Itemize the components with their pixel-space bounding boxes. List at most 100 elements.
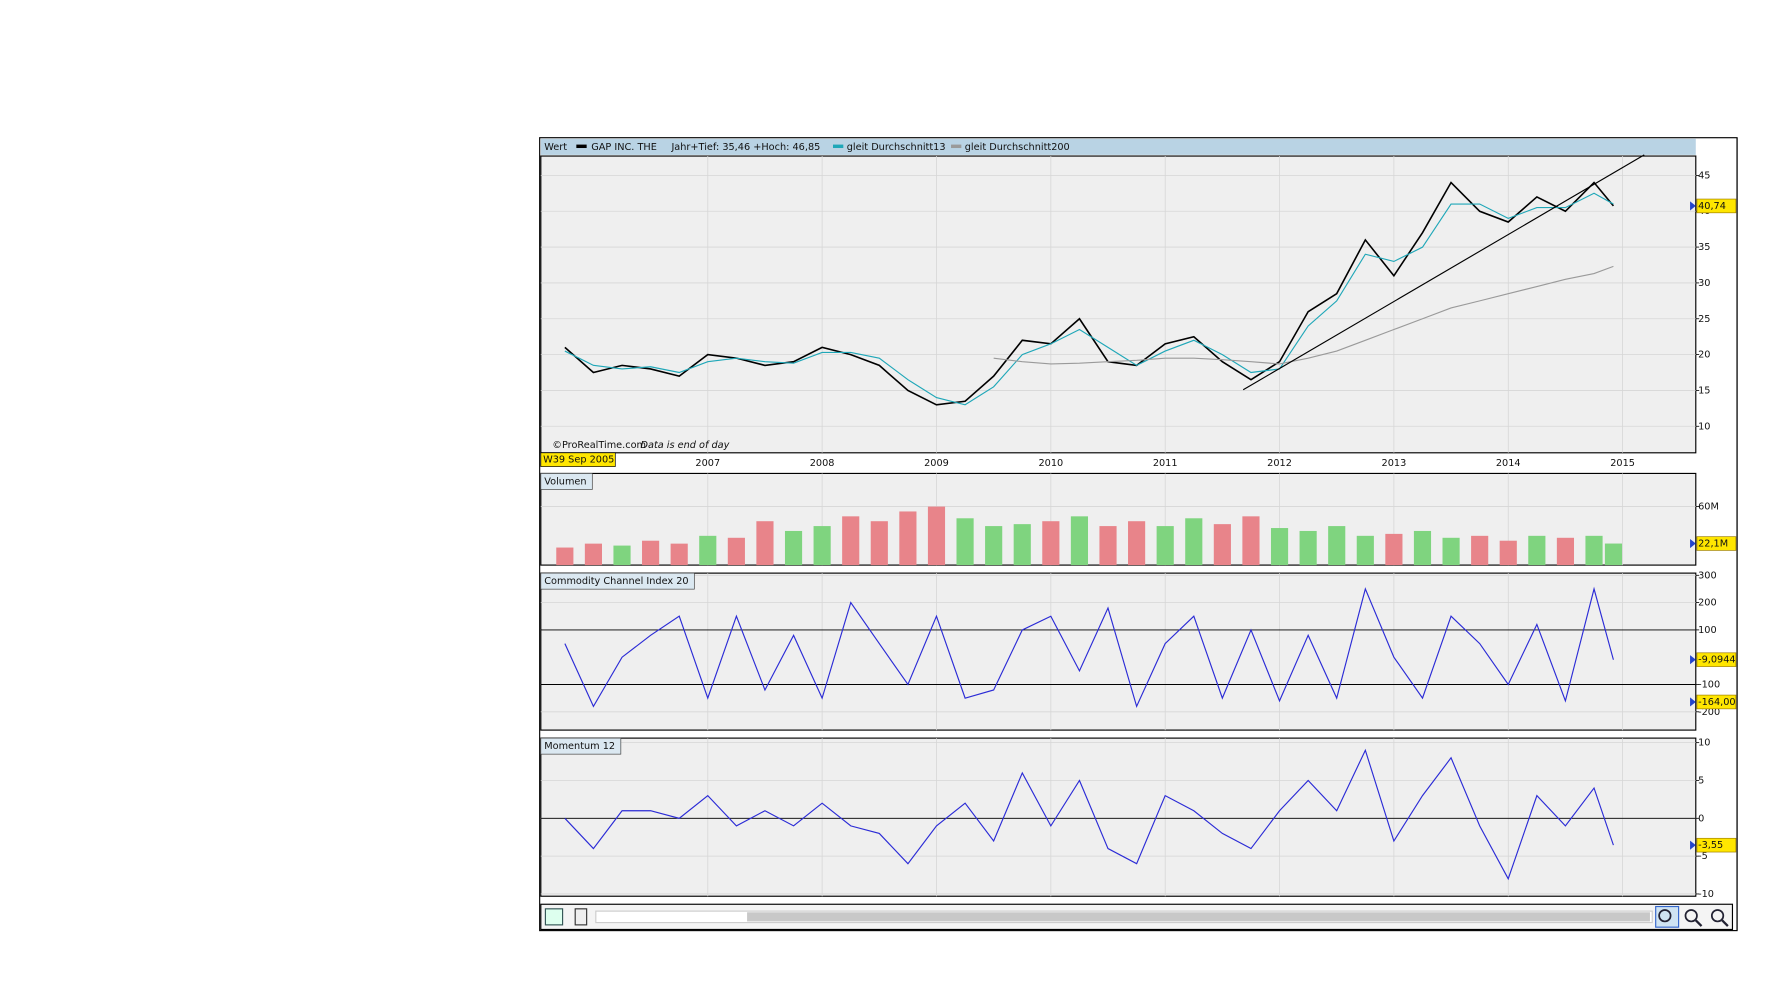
series-line — [564, 181, 1615, 406]
chart-icon[interactable] — [544, 908, 564, 926]
legend-swatch — [576, 144, 587, 149]
series-line — [564, 748, 1614, 881]
x-tick-label: 2009 — [924, 458, 949, 469]
legend-swatch — [833, 144, 844, 149]
y-tick-label: 10 — [1698, 738, 1710, 749]
x-tick-label: 2011 — [1153, 458, 1178, 469]
volume-bar — [1528, 535, 1546, 566]
zoom-in[interactable] — [1710, 909, 1725, 923]
x-tick-label: 2007 — [695, 458, 720, 469]
value-badge-label: 40,74 — [1698, 201, 1726, 212]
value-arrow — [1690, 697, 1696, 707]
y-tick-label: 25 — [1698, 314, 1710, 325]
volume-bar — [1185, 518, 1203, 566]
volume-bar — [1270, 528, 1289, 566]
volume-bar — [899, 511, 917, 566]
volume-bar — [1442, 537, 1460, 566]
volume-bar — [556, 547, 574, 566]
y-tick-label: 300 — [1698, 570, 1717, 581]
y-tick-label: 35 — [1698, 242, 1710, 253]
panel-label-box — [540, 473, 593, 490]
panel-label: Commodity Channel Index 20 — [544, 576, 688, 587]
date-badge — [540, 452, 616, 467]
x-tick-label: 2012 — [1267, 458, 1292, 469]
volume-bar — [1070, 516, 1089, 566]
series-line — [993, 265, 1614, 365]
volume-bar — [584, 543, 602, 566]
zoom-out[interactable] — [1684, 909, 1698, 923]
volume-bar — [1499, 540, 1517, 566]
value-arrow — [1690, 538, 1696, 549]
y-tick-label: 60M — [1698, 502, 1719, 513]
x-tick-label: 2014 — [1496, 458, 1521, 469]
volume-bar — [1099, 526, 1117, 566]
volume-bar — [813, 526, 831, 566]
volume-bar — [956, 518, 974, 566]
x-tick-label: 2013 — [1382, 458, 1407, 469]
volume-bar — [1156, 526, 1174, 566]
annotation: ©ProRealTime.com — [552, 440, 646, 451]
volume-bar — [1042, 521, 1060, 566]
x-tick-label: 2008 — [810, 458, 835, 469]
y-tick-label: 30 — [1698, 278, 1710, 289]
y-tick-label: -200 — [1698, 707, 1720, 718]
y-tick-label: 100 — [1698, 625, 1717, 636]
volume-bar — [784, 530, 803, 566]
plot-area — [540, 737, 1697, 897]
volume-bar — [1556, 537, 1575, 566]
volume-bar — [1328, 526, 1346, 566]
value-arrow — [1690, 840, 1696, 850]
y-tick-label: 0 — [1698, 813, 1704, 824]
value-badge — [1696, 694, 1737, 710]
volume-bar — [1604, 543, 1623, 566]
volume-bar — [1242, 516, 1260, 566]
volume-bar — [1385, 533, 1403, 566]
value-badge — [1696, 198, 1737, 214]
volume-bar — [842, 516, 860, 566]
x-tick-label: 2010 — [1038, 458, 1063, 469]
volume-bar — [670, 543, 688, 566]
plot-area — [540, 572, 1697, 731]
series-line — [564, 586, 1614, 709]
annotation: Data is end of day — [641, 440, 730, 451]
volume-bar — [1471, 535, 1489, 566]
y-tick-label: 15 — [1698, 385, 1710, 396]
legend-entry: GAP INC. THE — [591, 142, 657, 153]
volume-bar — [613, 545, 631, 566]
legend-note: Jahr+Tief: 35,46 +Hoch: 46,85 — [670, 142, 820, 153]
volume-bar — [727, 537, 745, 566]
series-line — [564, 192, 1614, 406]
legend-swatch — [951, 144, 962, 149]
value-badge-label: 22,1M — [1698, 539, 1728, 550]
volume-bar — [985, 526, 1003, 566]
legend-label: Wert — [544, 142, 567, 153]
volume-bar — [927, 506, 946, 566]
volume-bar — [699, 535, 717, 566]
volume-bar — [756, 521, 774, 566]
settings-icon[interactable] — [574, 908, 588, 926]
value-badge — [1696, 536, 1737, 551]
value-arrow — [1690, 655, 1696, 665]
zoom-select-glyph — [1658, 909, 1672, 923]
volume-bar — [1585, 535, 1603, 566]
scroll-thumb[interactable] — [747, 912, 1650, 922]
y-tick-label: -100 — [1698, 679, 1720, 690]
value-badge-label: -164,00 — [1698, 697, 1736, 708]
volume-bar — [642, 540, 660, 566]
panel-label-box — [540, 737, 622, 755]
value-arrow — [1690, 201, 1696, 211]
value-badge — [1696, 837, 1737, 853]
panel-label: Volumen — [544, 476, 586, 487]
panel-label: Momentum 12 — [544, 741, 615, 752]
date-label: W39 Sep 2005 — [543, 455, 614, 466]
volume-bar — [1013, 524, 1031, 566]
y-tick-label: 45 — [1698, 170, 1710, 181]
volume-bar — [1356, 535, 1374, 566]
value-badge — [1696, 652, 1737, 667]
volume-bar — [1128, 521, 1146, 566]
y-tick-label: -10 — [1698, 889, 1714, 900]
y-tick-label: 20 — [1698, 350, 1710, 361]
zoom-out-handle — [1694, 919, 1703, 927]
